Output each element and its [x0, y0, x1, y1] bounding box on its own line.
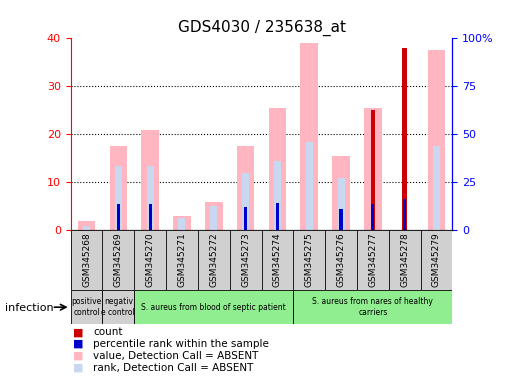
Text: GSM345270: GSM345270 — [145, 232, 155, 287]
Bar — [244, 207, 247, 230]
Title: GDS4030 / 235638_at: GDS4030 / 235638_at — [177, 20, 346, 36]
Bar — [339, 209, 343, 230]
Bar — [149, 204, 152, 230]
Text: GSM345276: GSM345276 — [336, 232, 346, 287]
Text: GSM345275: GSM345275 — [305, 232, 314, 287]
Text: ■: ■ — [73, 327, 84, 337]
Text: GSM345271: GSM345271 — [177, 232, 187, 287]
Bar — [146, 166, 154, 230]
Bar — [306, 142, 313, 230]
Text: count: count — [93, 327, 122, 337]
Bar — [332, 156, 350, 230]
Bar — [364, 108, 382, 230]
Text: value, Detection Call = ABSENT: value, Detection Call = ABSENT — [93, 351, 258, 361]
Bar — [242, 173, 249, 230]
Bar — [337, 177, 345, 230]
Bar — [301, 43, 318, 230]
Bar — [141, 129, 159, 230]
Text: infection: infection — [5, 303, 54, 313]
Text: positive
control: positive control — [71, 298, 101, 317]
Bar — [433, 146, 440, 230]
Bar — [173, 216, 191, 230]
Bar — [210, 207, 217, 230]
Text: ■: ■ — [73, 351, 84, 361]
Text: ■: ■ — [73, 363, 84, 373]
Bar — [402, 48, 407, 230]
Bar — [205, 202, 222, 230]
Text: negativ
e control: negativ e control — [101, 298, 135, 317]
Bar — [178, 218, 186, 230]
Bar — [78, 221, 95, 230]
Bar — [371, 111, 375, 230]
Bar — [269, 108, 286, 230]
Bar — [115, 166, 122, 230]
Bar — [371, 204, 374, 230]
Text: rank, Detection Call = ABSENT: rank, Detection Call = ABSENT — [93, 363, 254, 373]
Bar — [428, 50, 445, 230]
Text: ■: ■ — [73, 339, 84, 349]
Bar — [274, 161, 281, 230]
Bar — [110, 146, 127, 230]
Bar — [237, 146, 254, 230]
Bar — [83, 225, 90, 230]
Bar — [403, 199, 406, 230]
Bar — [117, 204, 120, 230]
Bar — [293, 290, 452, 324]
Bar — [71, 290, 103, 324]
Text: GSM345272: GSM345272 — [209, 232, 218, 287]
Text: GSM345274: GSM345274 — [273, 232, 282, 287]
Text: S. aureus from nares of healthy
carriers: S. aureus from nares of healthy carriers — [312, 298, 433, 317]
Text: GSM345279: GSM345279 — [432, 232, 441, 287]
Text: GSM345278: GSM345278 — [400, 232, 409, 287]
Bar — [276, 203, 279, 230]
Bar — [103, 290, 134, 324]
Text: S. aureus from blood of septic patient: S. aureus from blood of septic patient — [141, 303, 286, 312]
Text: percentile rank within the sample: percentile rank within the sample — [93, 339, 269, 349]
Text: GSM345273: GSM345273 — [241, 232, 250, 287]
Bar — [134, 290, 293, 324]
Text: GSM345277: GSM345277 — [368, 232, 378, 287]
Text: GSM345269: GSM345269 — [114, 232, 123, 287]
Text: GSM345268: GSM345268 — [82, 232, 91, 287]
